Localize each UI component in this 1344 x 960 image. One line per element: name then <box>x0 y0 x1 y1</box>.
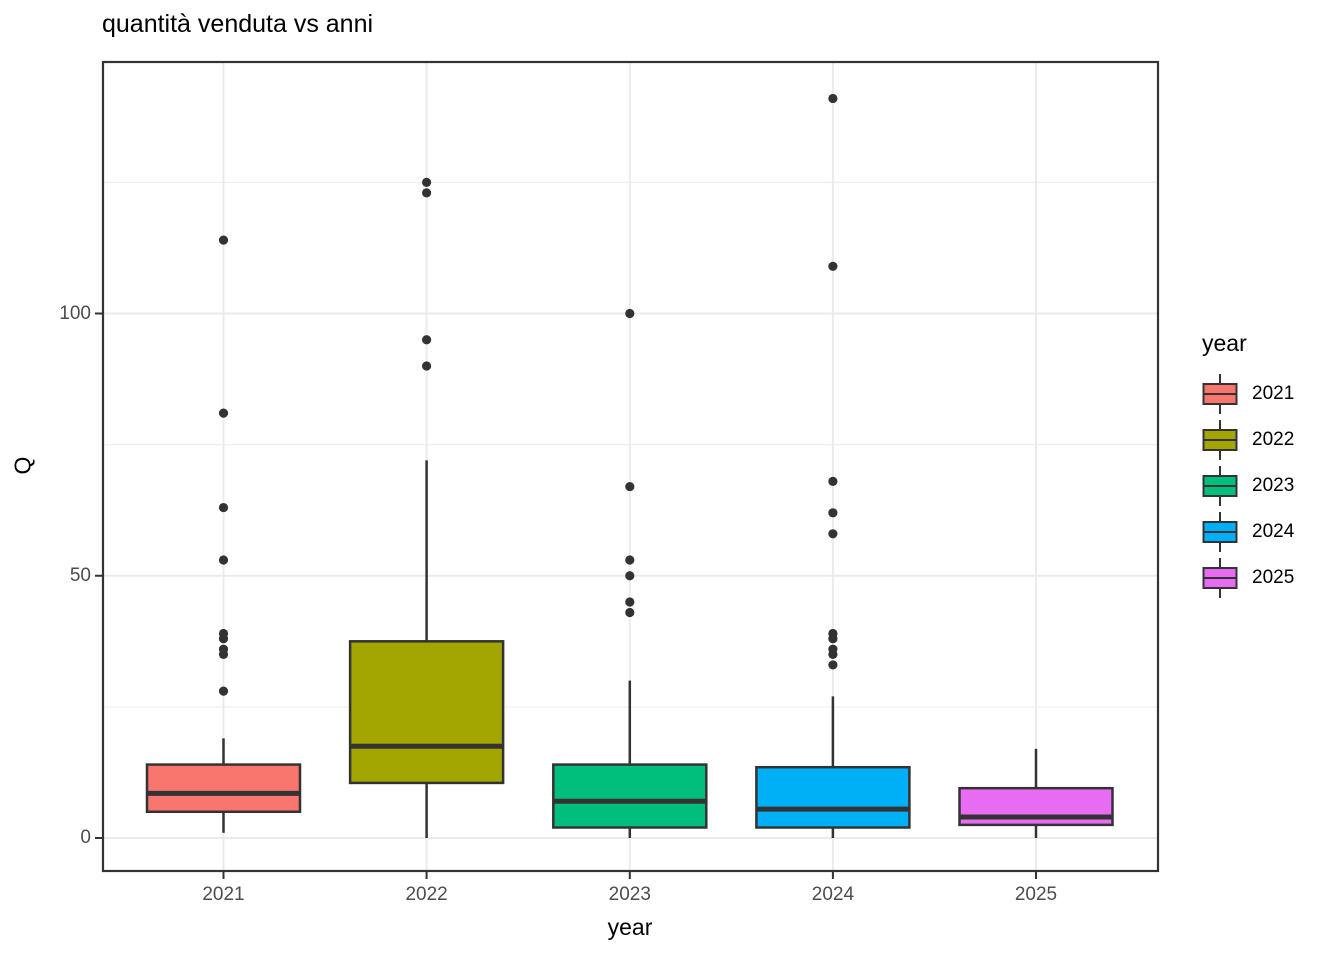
x-tick-label-2024: 2024 <box>811 884 855 905</box>
legend-entry-label: 2024 <box>1252 521 1295 542</box>
boxplot-2024 <box>755 93 911 838</box>
legend-key-boxplot-icon <box>1202 374 1238 414</box>
outlier-point <box>218 644 229 654</box>
outlier-point <box>828 508 838 518</box>
y-tick-label-100: 100 <box>59 302 91 324</box>
outlier-point <box>422 335 432 345</box>
outlier-point <box>828 644 838 654</box>
boxplot-2025 <box>958 748 1114 838</box>
outlier-point <box>625 481 635 492</box>
legend-entry-label: 2023 <box>1252 475 1295 496</box>
y-tick-label-50: 50 <box>69 564 91 586</box>
x-tick-label-2025: 2025 <box>1014 884 1058 905</box>
outlier-point <box>218 235 229 245</box>
outlier-point <box>422 177 432 187</box>
iqr-box <box>348 640 505 785</box>
legend-entry-2021: 2021 <box>1200 371 1344 417</box>
legend-key-boxplot-icon <box>1202 512 1238 552</box>
legend-entry-2024: 2024 <box>1200 509 1344 555</box>
legend-entry-label: 2021 <box>1252 383 1295 404</box>
boxplot-2021 <box>145 235 302 833</box>
iqr-box <box>755 765 911 829</box>
outlier-point <box>422 361 432 371</box>
x-axis-title: year <box>607 914 653 940</box>
outlier-point <box>218 555 229 565</box>
outlier-point <box>625 597 635 607</box>
legend-entries: 2021 2022 2023 2024 2025 <box>1200 371 1344 601</box>
outlier-point <box>828 628 838 639</box>
outlier-point <box>625 308 635 319</box>
outlier-point <box>218 628 229 639</box>
y-tick-label-0: 0 <box>80 827 91 848</box>
iqr-box <box>552 763 708 829</box>
outlier-point <box>828 261 838 271</box>
outlier-point <box>218 502 229 513</box>
outlier-point <box>828 660 838 670</box>
outlier-point <box>828 476 838 486</box>
outlier-point <box>625 571 635 581</box>
legend-title: year <box>1202 330 1247 356</box>
x-tick-label-2023: 2023 <box>608 884 651 905</box>
boxplot-2023 <box>552 308 708 838</box>
legend-key-boxplot-icon <box>1202 466 1238 506</box>
outlier-point <box>625 555 635 565</box>
boxplot-2022 <box>348 177 505 838</box>
x-tick-label-2022: 2022 <box>405 884 448 905</box>
legend-entry-2025: 2025 <box>1200 555 1344 601</box>
outlier-point <box>218 686 229 696</box>
outlier-point <box>218 408 229 418</box>
outlier-point <box>828 529 838 539</box>
legend-key-boxplot-icon <box>1202 420 1238 460</box>
legend-entry-label: 2025 <box>1252 567 1295 588</box>
iqr-box <box>145 763 302 814</box>
legend-key-boxplot-icon <box>1202 558 1238 598</box>
y-axis-title: Q <box>9 456 36 475</box>
outlier-point <box>828 93 838 104</box>
outlier-point <box>422 188 432 198</box>
legend-entry-2023: 2023 <box>1200 463 1344 509</box>
legend-entry-2022: 2022 <box>1200 417 1344 463</box>
x-tick-label-2021: 2021 <box>202 884 245 905</box>
plot-title: quantità venduta vs anni <box>102 10 374 38</box>
legend-entry-label: 2022 <box>1252 429 1295 450</box>
outlier-point <box>625 607 635 618</box>
legend: year 2021 2022 2023 2024 2025 <box>1200 330 1344 601</box>
